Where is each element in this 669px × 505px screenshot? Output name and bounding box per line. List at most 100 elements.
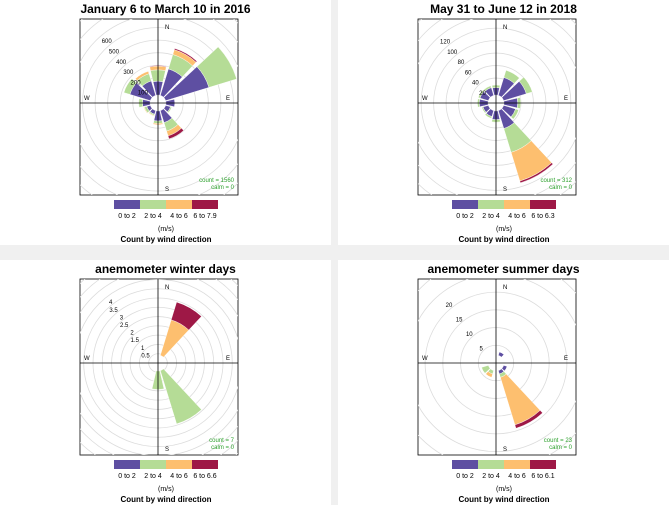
dir-label-n: N xyxy=(165,25,169,31)
legend-label-3: 4 to 6 xyxy=(170,473,188,480)
windrose-chart-1: January 6 to March 10 in 2016 N E S W 100 200 3… xyxy=(79,2,251,244)
windrose-panel-3: anemometer winter days N E S W 0.5 1 1.5 2 2.5 3 3.… xyxy=(0,260,331,505)
count-label: count = 1560 xyxy=(199,178,235,184)
legend-label-3: 4 to 6 xyxy=(170,213,188,220)
calm-label: calm = 0 xyxy=(549,185,573,191)
wedge-dir-210-bin-2 xyxy=(484,113,493,119)
radial-tick-label: 15 xyxy=(456,317,463,323)
dir-label-e: E xyxy=(564,356,568,362)
legend-swatch-3 xyxy=(504,460,530,469)
radial-tick-label: 60 xyxy=(465,70,472,76)
legend-label-1: 0 to 2 xyxy=(456,213,474,220)
legend-swatch-1 xyxy=(114,200,140,209)
legend-swatch-2 xyxy=(478,200,504,209)
legend-title: Count by wind direction xyxy=(458,235,549,244)
wedge-dir-150-bin-2 xyxy=(160,368,202,425)
dir-label-n: N xyxy=(503,25,507,31)
chart-title: anemometer summer days xyxy=(427,262,579,276)
legend-label-2: 2 to 4 xyxy=(482,213,500,220)
radial-tick-label: 2 xyxy=(130,331,134,337)
dir-label-e: E xyxy=(564,96,568,102)
legend-label-1: 0 to 2 xyxy=(456,473,474,480)
radial-tick-label: 3 xyxy=(120,315,124,321)
wedge-dir-300-bin-2 xyxy=(477,90,485,99)
radial-tick-label: 500 xyxy=(109,49,120,55)
wedge-dir-30-bin-2 xyxy=(503,70,520,84)
dir-label-w: W xyxy=(84,356,90,362)
dir-label-e: E xyxy=(226,356,230,362)
wedge-dir-60-bin-2 xyxy=(196,46,237,88)
legend-label-2: 2 to 4 xyxy=(144,473,162,480)
dir-label-n: N xyxy=(165,285,169,291)
wedge-dir-30-bin-4 xyxy=(174,48,198,63)
legend-label-2: 2 to 4 xyxy=(482,473,500,480)
units-label: (m/s) xyxy=(496,226,512,233)
radial-tick-label: 1.5 xyxy=(131,338,140,344)
legend-swatch-1 xyxy=(452,460,478,469)
wedge-dir-210-bin-3 xyxy=(485,371,493,378)
wedge-dir-300-bin-2 xyxy=(123,78,137,95)
wedge-dir-240-bin-2 xyxy=(481,365,491,374)
legend-swatch-2 xyxy=(140,200,166,209)
radial-tick-label: 1 xyxy=(141,346,145,352)
dir-label-s: S xyxy=(503,187,507,193)
wedge-dir-30-bin-1 xyxy=(498,351,505,358)
radial-tick-label: 120 xyxy=(440,40,451,46)
wedge-dir-330-bin-3 xyxy=(135,71,150,81)
legend-swatch-3 xyxy=(166,200,192,209)
chart-title: May 31 to June 12 in 2018 xyxy=(430,2,577,16)
legend-label-3: 4 to 6 xyxy=(508,213,526,220)
wedge-dir-120-bin-1 xyxy=(501,365,508,372)
windrose-chart-2: May 31 to June 12 in 2018 N E S W 20406080100… xyxy=(417,2,577,244)
legend-label-1: 0 to 2 xyxy=(118,213,136,220)
dir-label-s: S xyxy=(165,187,169,193)
dir-label-w: W xyxy=(422,356,428,362)
radial-tick-label: 3.5 xyxy=(109,308,118,314)
dir-label-n: N xyxy=(503,285,507,291)
legend-label-4: 6 to 6.6 xyxy=(193,473,216,480)
radial-tick-label: 200 xyxy=(131,80,142,86)
wedge-dir-240-bin-3 xyxy=(143,106,148,114)
plot-frame xyxy=(417,278,577,456)
wedge-dir-330-bin-2 xyxy=(483,85,492,92)
dir-label-s: S xyxy=(503,447,507,453)
legend-swatch-2 xyxy=(478,460,504,469)
radial-tick-label: 20 xyxy=(446,303,453,309)
legend-label-4: 6 to 6.1 xyxy=(531,473,554,480)
legend-swatch-1 xyxy=(452,200,478,209)
count-label: count = 312 xyxy=(540,178,572,184)
calm-label: calm = 0 xyxy=(211,185,235,191)
radial-tick-label: 0.5 xyxy=(141,353,150,359)
wedge-dir-60-bin-2 xyxy=(518,76,533,94)
wedge-dir-30-bin-4 xyxy=(170,301,202,331)
wedge-dir-0-bin-4 xyxy=(149,65,167,68)
count-label: count = 23 xyxy=(544,438,573,444)
windrose-chart-3: anemometer winter days N E S W 0.511.522.5 33.… xyxy=(79,262,239,504)
units-label: (m/s) xyxy=(496,486,512,493)
radial-tick-label: 40 xyxy=(472,81,479,87)
legend-swatch-3 xyxy=(504,200,530,209)
windrose-panel-4: anemometer summer days N E S W 5 10 15 20 count =… xyxy=(338,260,669,505)
radial-tick-label: 5 xyxy=(479,346,483,352)
chart-title: anemometer winter days xyxy=(95,262,236,276)
legend-label-3: 4 to 6 xyxy=(508,473,526,480)
legend-label-4: 6 to 6.3 xyxy=(531,213,554,220)
radial-tick-label: 80 xyxy=(458,60,465,66)
wedge-dir-120-bin-2 xyxy=(167,106,172,114)
legend-swatch-4 xyxy=(530,460,556,469)
legend-title: Count by wind direction xyxy=(120,495,211,504)
legend-label-2: 2 to 4 xyxy=(144,213,162,220)
radial-tick-label: 100 xyxy=(138,91,149,97)
radial-tick-label: 20 xyxy=(479,91,486,97)
dir-label-s: S xyxy=(165,447,169,453)
legend-title: Count by wind direction xyxy=(120,235,211,244)
radial-tick-label: 600 xyxy=(102,39,113,45)
wedge-dir-150-bin-4 xyxy=(519,162,554,184)
wedge-dir-150-bin-4 xyxy=(514,410,543,429)
legend-swatch-4 xyxy=(530,200,556,209)
windrose-chart-4: anemometer summer days N E S W 5 10 15 20 count =… xyxy=(417,262,580,504)
windrose-panel-1: January 6 to March 10 in 2016 N E S W 100 200 3… xyxy=(0,0,331,245)
legend-swatch-1 xyxy=(114,460,140,469)
dir-label-w: W xyxy=(422,96,428,102)
dir-label-e: E xyxy=(226,96,230,102)
